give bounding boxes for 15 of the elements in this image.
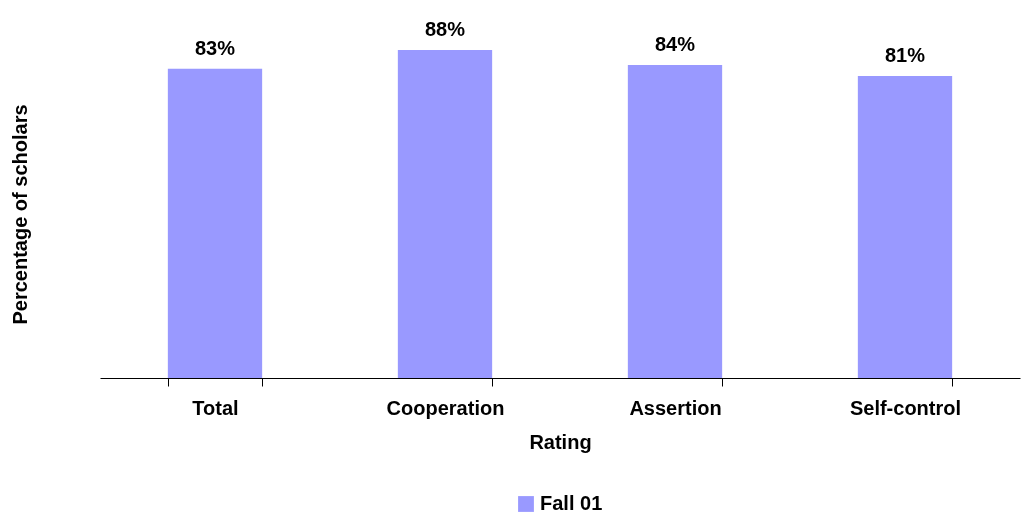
bar [627,64,723,378]
bar [397,50,493,378]
bar [857,76,953,378]
data-label: 84% [654,32,696,55]
x-tick-label: Total [192,396,239,419]
x-tick-label: Cooperation [386,396,505,419]
data-label: 81% [884,44,926,67]
x-tick-label: Assertion [629,396,722,419]
legend-label: Fall 01 [540,492,603,514]
data-label: 88% [424,18,466,40]
x-axis-title: Rating [529,430,592,453]
bar [167,68,263,378]
data-label: 83% [194,36,236,59]
y-axis-title: Percentage of scholars [8,104,31,325]
x-tick-label: Self-control [849,396,962,419]
